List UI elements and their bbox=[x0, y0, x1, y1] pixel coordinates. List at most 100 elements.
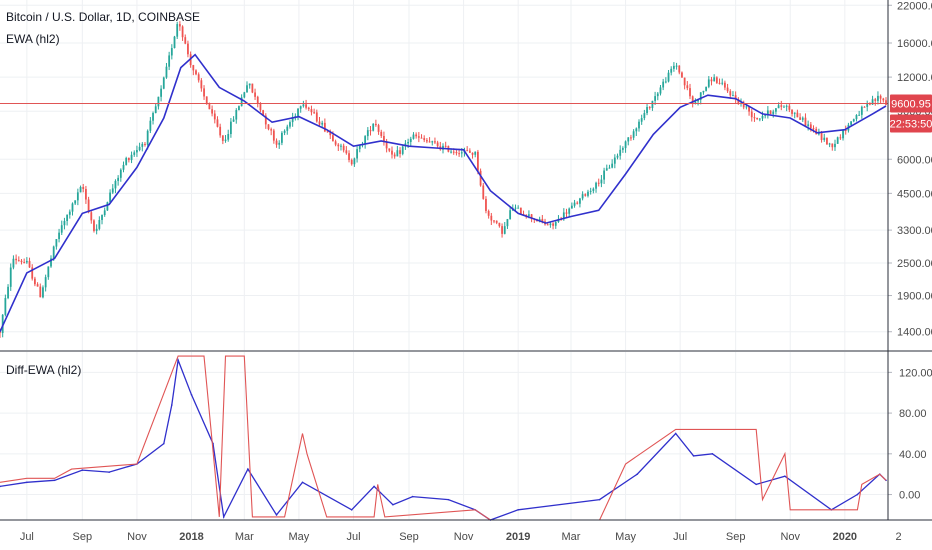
candle-body bbox=[428, 141, 431, 143]
candle-body bbox=[192, 65, 195, 71]
candle bbox=[356, 146, 358, 163]
candle-body bbox=[47, 266, 50, 278]
candle-body bbox=[323, 122, 326, 132]
candle-body bbox=[377, 125, 380, 132]
candle bbox=[758, 118, 761, 122]
candle bbox=[823, 133, 826, 142]
candle bbox=[401, 144, 404, 156]
candle-body bbox=[734, 95, 737, 100]
candle bbox=[836, 136, 839, 144]
candle bbox=[672, 62, 675, 72]
candle-body bbox=[216, 119, 219, 127]
candle bbox=[272, 128, 275, 144]
candle bbox=[764, 114, 767, 119]
candle-body bbox=[417, 136, 420, 138]
diff-point bbox=[711, 453, 714, 455]
candle-body bbox=[804, 117, 807, 126]
candle-body bbox=[133, 152, 136, 155]
candle-body bbox=[68, 211, 71, 215]
candle-body bbox=[63, 220, 66, 226]
candle bbox=[468, 148, 471, 154]
candle-body bbox=[766, 110, 769, 115]
candle bbox=[724, 80, 726, 91]
x-tick-label: Nov bbox=[127, 531, 147, 543]
candle-body bbox=[235, 110, 238, 120]
candle bbox=[554, 220, 557, 229]
candle bbox=[651, 100, 654, 111]
candle-body bbox=[785, 105, 788, 107]
candle-body bbox=[630, 137, 632, 139]
candle-body bbox=[761, 115, 764, 119]
candle-body bbox=[855, 115, 858, 120]
candle-body bbox=[528, 214, 530, 216]
y-tick-label-diff: 120.00 bbox=[899, 367, 932, 379]
candle-body bbox=[52, 246, 55, 259]
candle-body bbox=[302, 104, 305, 107]
candle bbox=[775, 108, 777, 115]
candle-body bbox=[495, 220, 498, 223]
candle-body bbox=[36, 284, 39, 287]
candle-body bbox=[619, 149, 622, 156]
candle-body bbox=[592, 188, 595, 191]
candle bbox=[412, 132, 415, 140]
candle-body bbox=[525, 214, 528, 216]
candle-body bbox=[15, 258, 18, 261]
candle-body bbox=[17, 260, 20, 262]
candle bbox=[391, 146, 393, 159]
candle bbox=[63, 217, 66, 230]
candle bbox=[479, 168, 482, 187]
candle bbox=[638, 119, 640, 132]
candle bbox=[60, 220, 63, 236]
candle bbox=[342, 143, 345, 153]
candle-body bbox=[12, 258, 15, 268]
candle bbox=[281, 131, 283, 146]
candle bbox=[235, 108, 238, 124]
candle bbox=[667, 69, 670, 83]
candle-body bbox=[702, 90, 705, 93]
candle-body bbox=[130, 154, 133, 161]
candle-body bbox=[95, 228, 98, 231]
candle-body bbox=[874, 99, 877, 101]
candle-body bbox=[425, 140, 428, 142]
diff-point bbox=[26, 481, 28, 484]
grid-layer bbox=[0, 0, 888, 520]
y-tick-label-price: 12000.00 bbox=[897, 72, 932, 84]
price-pane[interactable] bbox=[0, 21, 888, 338]
candle bbox=[490, 212, 493, 226]
candle-body bbox=[482, 185, 485, 199]
candle-body bbox=[788, 105, 791, 110]
candle bbox=[374, 119, 377, 127]
candle bbox=[659, 85, 662, 96]
candle-body bbox=[756, 117, 759, 119]
candle bbox=[20, 259, 23, 265]
candle bbox=[431, 140, 434, 146]
diff-point bbox=[53, 479, 56, 482]
candle bbox=[799, 113, 801, 120]
candle-body bbox=[651, 100, 654, 109]
candle-body bbox=[576, 202, 579, 204]
candle-body bbox=[232, 119, 235, 122]
candle bbox=[168, 51, 171, 71]
candle-body bbox=[444, 145, 447, 147]
candle bbox=[7, 284, 9, 300]
candle-body bbox=[826, 137, 828, 145]
diff-pane[interactable] bbox=[0, 355, 887, 521]
candle-body bbox=[713, 77, 716, 82]
candle bbox=[12, 255, 15, 270]
candle bbox=[565, 208, 568, 219]
candle-body bbox=[715, 77, 718, 83]
candle-body bbox=[256, 96, 259, 104]
candle bbox=[34, 276, 36, 287]
candle-body bbox=[474, 151, 477, 155]
candle bbox=[627, 137, 630, 146]
candle bbox=[302, 100, 305, 108]
candle-body bbox=[724, 82, 726, 88]
x-tick-label: Mar bbox=[235, 531, 254, 543]
candle-body bbox=[627, 137, 630, 142]
candle-body bbox=[517, 207, 520, 209]
candle bbox=[216, 116, 219, 128]
candle-body bbox=[412, 134, 415, 139]
candle-body bbox=[554, 221, 557, 226]
